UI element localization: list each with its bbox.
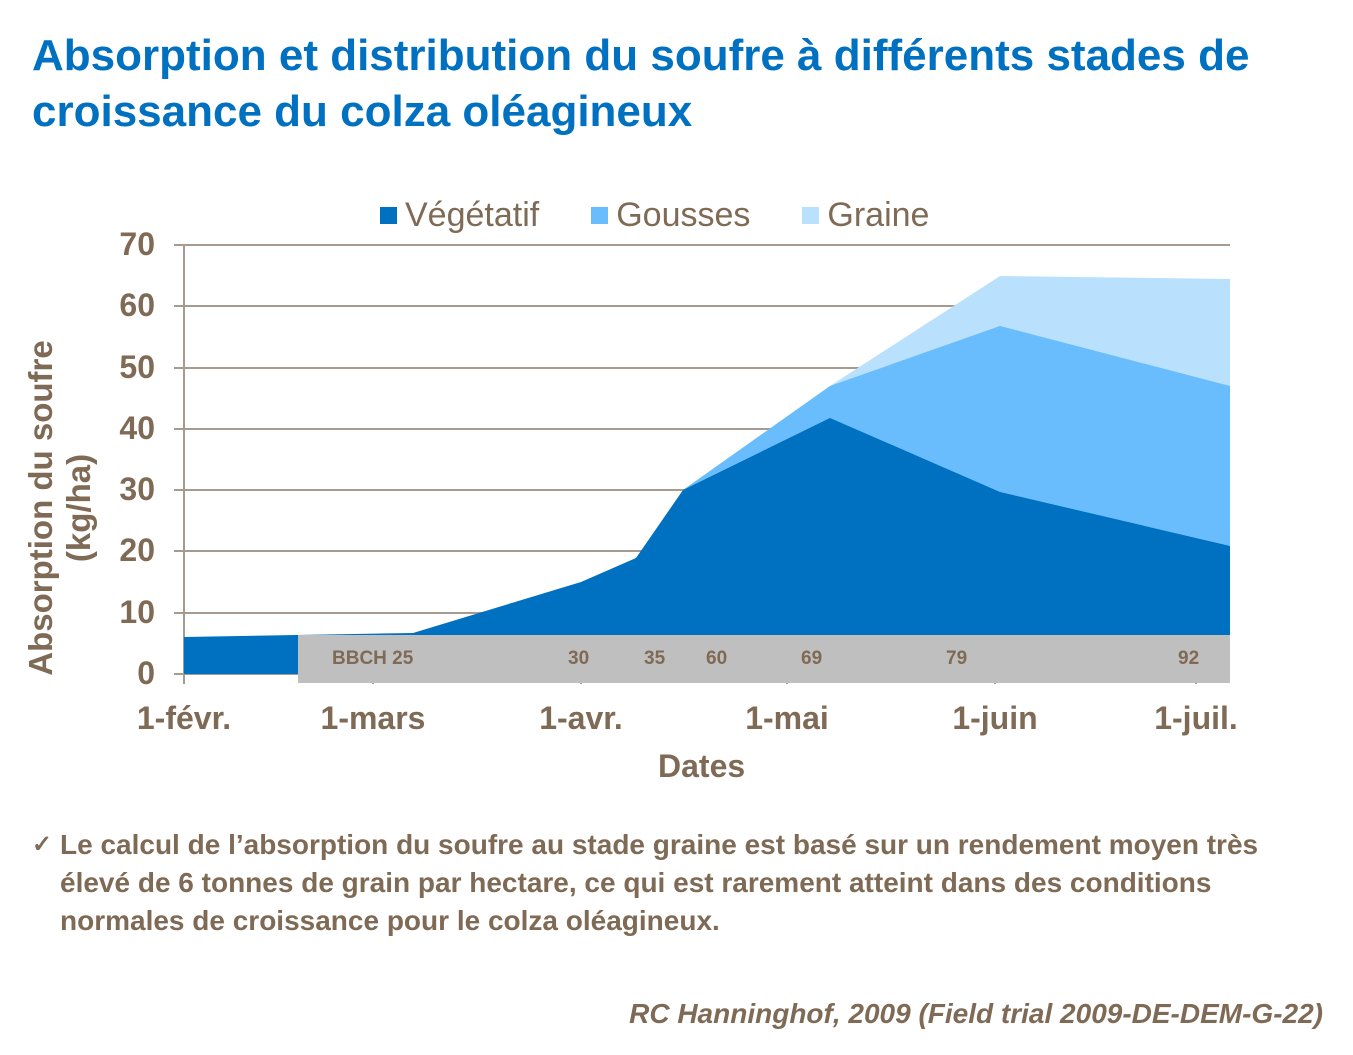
legend-swatch-icon [802, 207, 820, 224]
bbch-stage: 92 [1178, 648, 1200, 669]
footnote: ✓ Le calcul de l’absorption du soufre au… [32, 826, 1332, 940]
legend-item-vegetatif: Végétatif [380, 196, 539, 235]
legend-label: Gousses [616, 196, 751, 234]
y-tick: 40 [119, 410, 155, 446]
source-citation: RC Hanninghof, 2009 (Field trial 2009-DE… [629, 998, 1323, 1029]
bbch-stage: 60 [706, 648, 728, 669]
x-tick: 1-mai [745, 700, 829, 736]
legend-item-gousses: Gousses [591, 196, 750, 235]
bbch-stage: 30 [568, 648, 590, 669]
legend-swatch-icon [591, 207, 609, 224]
bbch-stage: 69 [801, 648, 823, 669]
y-tick: 30 [119, 471, 155, 507]
bbch-stage-bar: BBCH 25 30 35 60 69 79 92 [298, 635, 1230, 683]
x-tick: 1-mars [320, 700, 426, 736]
chart-title: Absorption et distribution du soufre à d… [32, 31, 1250, 136]
legend-item-graine: Graine [802, 196, 929, 235]
y-tick: 50 [119, 349, 155, 385]
x-axis-label: Dates [658, 748, 746, 784]
x-tick: 1-févr. [136, 700, 232, 736]
legend: Végétatif Gousses Graine [380, 196, 981, 235]
footnote-text: Le calcul de l’absorption du soufre au s… [60, 829, 1259, 936]
x-tick: 1-avr. [539, 700, 623, 736]
area-vegetatif [184, 418, 1230, 674]
bbch-stage: 79 [946, 648, 968, 669]
x-tick: 1-juil. [1154, 700, 1238, 736]
legend-label: Graine [827, 196, 930, 234]
y-tick: 0 [137, 655, 155, 691]
legend-label: Végétatif [405, 196, 540, 234]
legend-swatch-icon [380, 207, 397, 224]
checkmark-icon: ✓ [32, 831, 53, 858]
bbch-stage: 35 [644, 648, 666, 669]
y-tick: 20 [119, 532, 155, 568]
x-tick: 1-juin [952, 700, 1038, 736]
y-tick: 70 [119, 226, 155, 262]
y-tick: 10 [119, 594, 155, 630]
y-tick: 60 [119, 287, 155, 323]
bbch-label: BBCH 25 [332, 648, 414, 669]
y-axis-label: Absorption du soufre (kg/ha) [22, 340, 97, 676]
